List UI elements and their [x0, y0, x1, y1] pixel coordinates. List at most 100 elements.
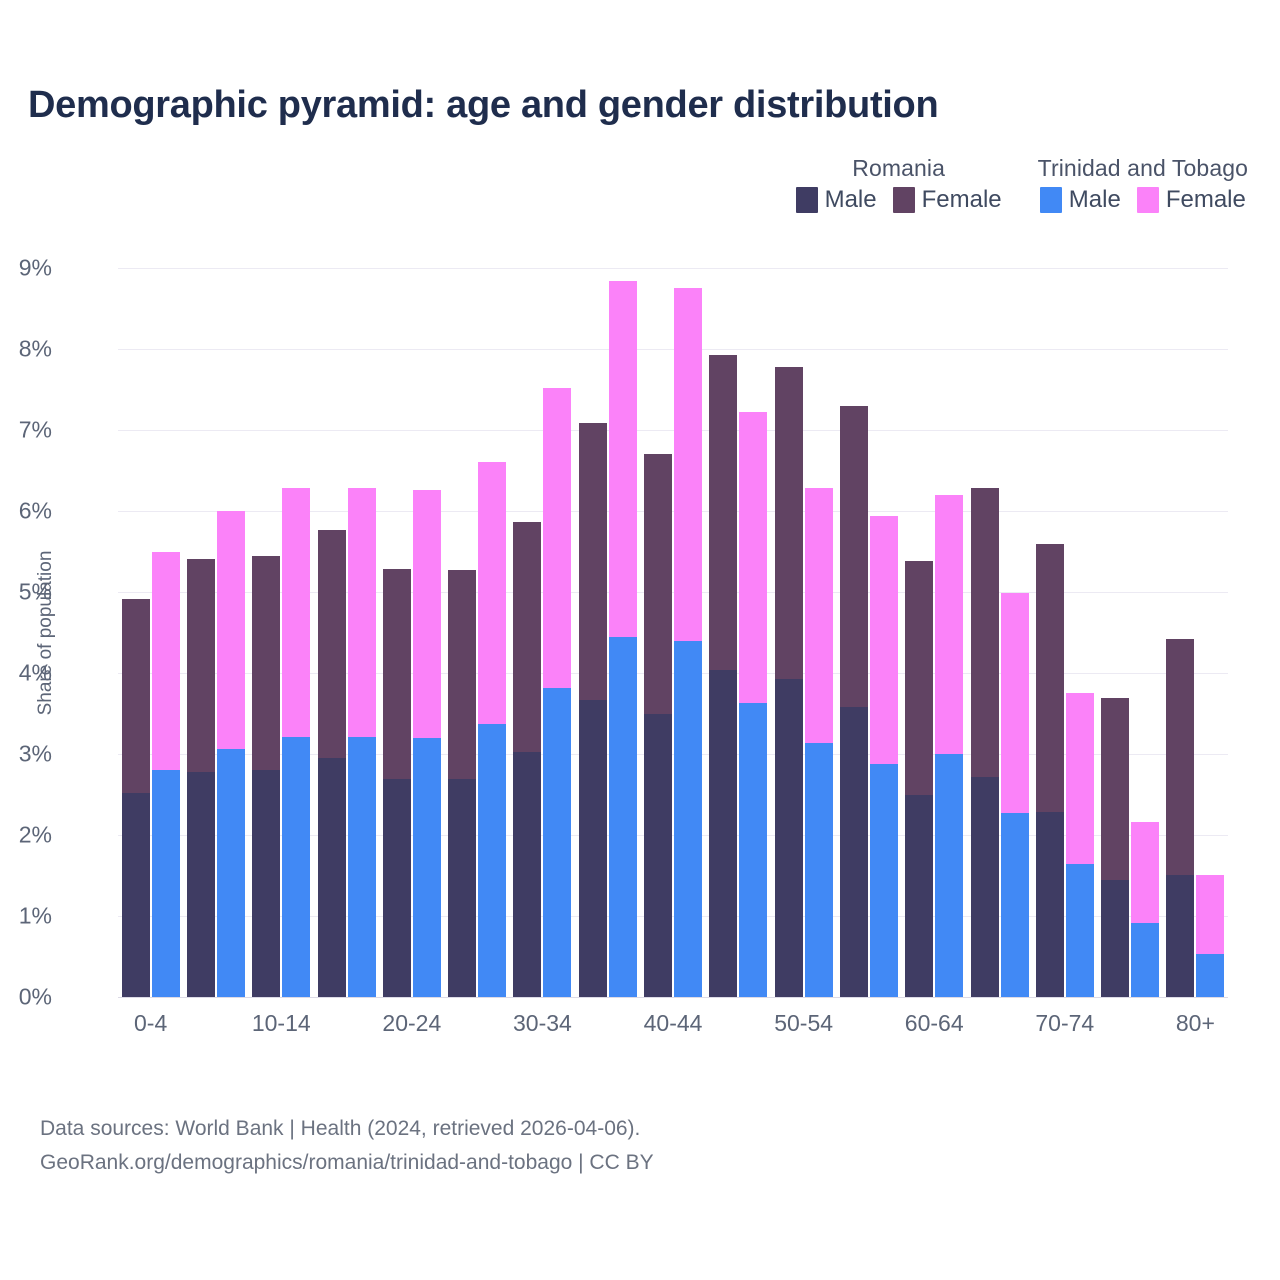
bar-stack-romania[interactable]: [774, 268, 803, 997]
bar-segment-male[interactable]: [317, 758, 346, 997]
bar-segment-female[interactable]: [644, 453, 673, 715]
bar-segment-female[interactable]: [869, 515, 898, 764]
bar-segment-male[interactable]: [608, 637, 637, 997]
bar-stack-romania[interactable]: [317, 268, 346, 997]
bar-segment-female[interactable]: [1166, 639, 1195, 875]
bar-segment-female[interactable]: [578, 422, 607, 700]
bar-segment-female[interactable]: [252, 555, 281, 771]
bar-stack-trinidad-and-tobago[interactable]: [1065, 268, 1094, 997]
bar-stack-trinidad-and-tobago[interactable]: [804, 268, 833, 997]
bar-segment-female[interactable]: [186, 558, 215, 772]
bar-segment-female[interactable]: [905, 561, 934, 795]
bar-segment-female[interactable]: [774, 366, 803, 680]
bar-stack-trinidad-and-tobago[interactable]: [1196, 268, 1225, 997]
bar-segment-male[interactable]: [513, 752, 542, 997]
bar-segment-male[interactable]: [1166, 874, 1195, 997]
bar-segment-male[interactable]: [543, 687, 572, 997]
bar-stack-romania[interactable]: [252, 268, 281, 997]
bar-segment-male[interactable]: [839, 707, 868, 997]
bar-segment-female[interactable]: [412, 489, 441, 738]
legend-item-romania-female[interactable]: Female: [892, 186, 1002, 214]
bar-stack-trinidad-and-tobago[interactable]: [869, 268, 898, 997]
bar-segment-female[interactable]: [970, 487, 999, 777]
bar-segment-male[interactable]: [1196, 954, 1225, 997]
bar-segment-male[interactable]: [578, 699, 607, 997]
bar-segment-female[interactable]: [317, 530, 346, 759]
bar-stack-romania[interactable]: [905, 268, 934, 997]
bar-stack-romania[interactable]: [839, 268, 868, 997]
bar-segment-male[interactable]: [448, 779, 477, 997]
bar-segment-male[interactable]: [644, 714, 673, 997]
bar-stack-trinidad-and-tobago[interactable]: [739, 268, 768, 997]
bar-stack-romania[interactable]: [448, 268, 477, 997]
bar-segment-female[interactable]: [839, 405, 868, 708]
bar-segment-female[interactable]: [151, 552, 180, 771]
bar-stack-romania[interactable]: [578, 268, 607, 997]
bar-segment-female[interactable]: [347, 488, 376, 737]
bar-segment-female[interactable]: [1196, 874, 1225, 955]
bar-segment-male[interactable]: [935, 754, 964, 997]
bar-segment-female[interactable]: [1131, 822, 1160, 924]
bar-segment-male[interactable]: [121, 792, 150, 997]
bar-segment-female[interactable]: [282, 487, 311, 737]
bar-stack-trinidad-and-tobago[interactable]: [1000, 268, 1029, 997]
bar-stack-trinidad-and-tobago[interactable]: [674, 268, 703, 997]
bar-stack-romania[interactable]: [970, 268, 999, 997]
bar-stack-trinidad-and-tobago[interactable]: [347, 268, 376, 997]
bar-segment-female[interactable]: [935, 494, 964, 754]
bar-stack-romania[interactable]: [186, 268, 215, 997]
bar-segment-male[interactable]: [282, 737, 311, 997]
bar-stack-romania[interactable]: [1035, 268, 1064, 997]
bar-segment-male[interactable]: [151, 770, 180, 997]
bar-segment-female[interactable]: [448, 570, 477, 780]
bar-segment-male[interactable]: [709, 669, 738, 997]
bar-stack-romania[interactable]: [121, 268, 150, 997]
bar-segment-female[interactable]: [608, 280, 637, 638]
bar-stack-romania[interactable]: [709, 268, 738, 997]
bar-segment-male[interactable]: [804, 743, 833, 997]
bar-stack-romania[interactable]: [382, 268, 411, 997]
bar-segment-female[interactable]: [674, 288, 703, 642]
bar-segment-female[interactable]: [382, 569, 411, 780]
bar-segment-female[interactable]: [216, 511, 245, 750]
bar-segment-male[interactable]: [739, 702, 768, 997]
bar-segment-male[interactable]: [905, 794, 934, 997]
bar-stack-romania[interactable]: [513, 268, 542, 997]
legend-item-trinidad-male[interactable]: Male: [1039, 186, 1121, 214]
bar-stack-trinidad-and-tobago[interactable]: [216, 268, 245, 997]
bar-segment-female[interactable]: [1101, 698, 1130, 880]
bar-segment-male[interactable]: [216, 749, 245, 997]
bar-segment-male[interactable]: [1131, 923, 1160, 997]
bar-segment-male[interactable]: [186, 771, 215, 997]
bar-segment-female[interactable]: [1035, 544, 1064, 812]
bar-segment-female[interactable]: [739, 412, 768, 703]
bar-segment-female[interactable]: [804, 487, 833, 744]
bar-segment-male[interactable]: [774, 679, 803, 997]
bar-segment-male[interactable]: [869, 763, 898, 997]
bar-segment-male[interactable]: [1035, 811, 1064, 997]
bar-stack-trinidad-and-tobago[interactable]: [282, 268, 311, 997]
bar-stack-trinidad-and-tobago[interactable]: [608, 268, 637, 997]
bar-segment-male[interactable]: [347, 737, 376, 997]
bar-stack-trinidad-and-tobago[interactable]: [412, 268, 441, 997]
bar-segment-female[interactable]: [709, 354, 738, 670]
bar-stack-trinidad-and-tobago[interactable]: [543, 268, 572, 997]
bar-segment-female[interactable]: [513, 521, 542, 753]
bar-segment-male[interactable]: [1000, 813, 1029, 997]
bar-segment-female[interactable]: [1065, 693, 1094, 865]
bar-segment-female[interactable]: [121, 599, 150, 793]
bar-segment-female[interactable]: [478, 462, 507, 725]
legend-item-romania-male[interactable]: Male: [795, 186, 877, 214]
bar-stack-trinidad-and-tobago[interactable]: [935, 268, 964, 997]
bar-stack-romania[interactable]: [644, 268, 673, 997]
bar-stack-trinidad-and-tobago[interactable]: [1131, 268, 1160, 997]
bar-stack-romania[interactable]: [1166, 268, 1195, 997]
bar-segment-male[interactable]: [252, 770, 281, 997]
legend-item-trinidad-female[interactable]: Female: [1136, 186, 1246, 214]
bar-segment-male[interactable]: [412, 737, 441, 997]
bar-segment-male[interactable]: [382, 779, 411, 997]
bar-segment-female[interactable]: [1000, 592, 1029, 814]
bar-stack-trinidad-and-tobago[interactable]: [478, 268, 507, 997]
bar-segment-male[interactable]: [970, 776, 999, 997]
bar-stack-trinidad-and-tobago[interactable]: [151, 268, 180, 997]
